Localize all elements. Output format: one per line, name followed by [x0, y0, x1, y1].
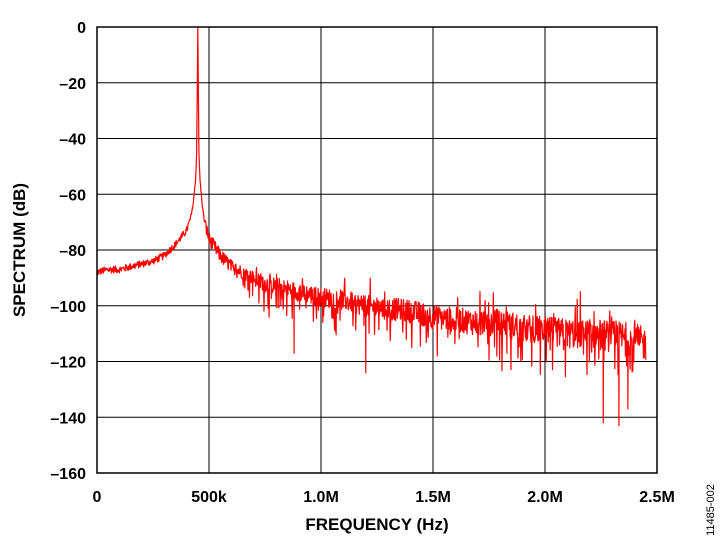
x-tick-label: 1.0M: [303, 489, 339, 506]
spectrum-series-line: [96, 26, 647, 427]
y-tick-label: –160: [50, 466, 86, 483]
x-tick-label: 2.0M: [527, 489, 563, 506]
y-tick-label: –40: [59, 132, 86, 149]
y-tick-label: –60: [59, 187, 86, 204]
y-tick-label: –120: [50, 355, 86, 372]
x-tick-label: 1.5M: [415, 489, 451, 506]
y-tick-label: –20: [59, 76, 86, 93]
y-tick-labels: 0 –20 –40 –60 –80 –100 –120 –140 –160: [50, 20, 86, 483]
x-tick-label: 2.5M: [639, 489, 675, 506]
y-tick-label: –140: [50, 410, 86, 427]
series-layer: [96, 26, 647, 427]
y-tick-label: –100: [50, 299, 86, 316]
x-tick-label: 500k: [191, 489, 227, 506]
y-tick-label: –80: [59, 243, 86, 260]
plot-frame: [96, 26, 658, 474]
y-tick-label: 0: [77, 20, 86, 37]
y-axis-label: SPECTRUM (dB): [10, 183, 29, 317]
grid-layer: [96, 26, 658, 474]
x-tick-label: 0: [93, 489, 102, 506]
x-axis-label: FREQUENCY (Hz): [305, 515, 448, 534]
x-tick-labels: 0 500k 1.0M 1.5M 2.0M 2.5M: [93, 489, 675, 506]
figure-id: 11485-002: [705, 484, 717, 536]
